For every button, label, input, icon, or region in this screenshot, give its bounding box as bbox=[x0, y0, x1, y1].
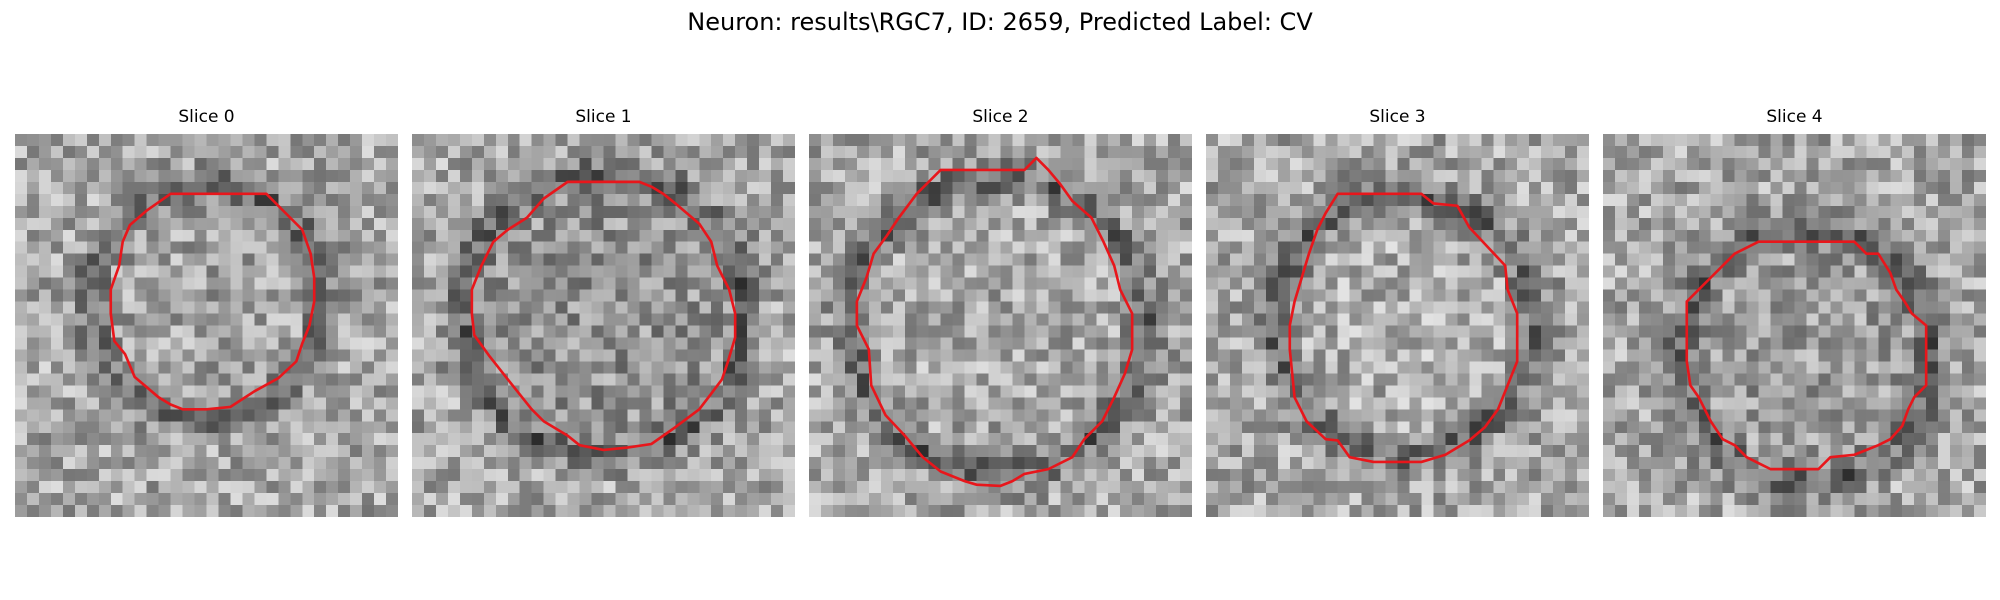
slice-panel-0: Slice 0 bbox=[15, 106, 398, 519]
pixel-grid-3 bbox=[1206, 134, 1589, 517]
pixel-grid-2 bbox=[809, 134, 1192, 517]
slice-panel-3: Slice 3 bbox=[1206, 106, 1589, 519]
slice-title-1: Slice 1 bbox=[412, 106, 795, 128]
slice-image-1 bbox=[412, 134, 795, 517]
slice-title-3: Slice 3 bbox=[1206, 106, 1589, 128]
slice-panel-1: Slice 1 bbox=[412, 106, 795, 519]
slice-image-4 bbox=[1603, 134, 1986, 517]
slice-title-2: Slice 2 bbox=[809, 106, 1192, 128]
pixel-grid-0 bbox=[15, 134, 398, 517]
pixel-grid-4 bbox=[1603, 134, 1986, 517]
pixel-grid-1 bbox=[412, 134, 795, 517]
slice-image-0 bbox=[15, 134, 398, 517]
figure-title: Neuron: results\RGC7, ID: 2659, Predicte… bbox=[0, 6, 2000, 38]
slice-panel-2: Slice 2 bbox=[809, 106, 1192, 519]
slice-title-0: Slice 0 bbox=[15, 106, 398, 128]
slice-image-2 bbox=[809, 134, 1192, 517]
slice-image-3 bbox=[1206, 134, 1589, 517]
slice-title-4: Slice 4 bbox=[1603, 106, 1986, 128]
slice-panel-4: Slice 4 bbox=[1603, 106, 1986, 519]
